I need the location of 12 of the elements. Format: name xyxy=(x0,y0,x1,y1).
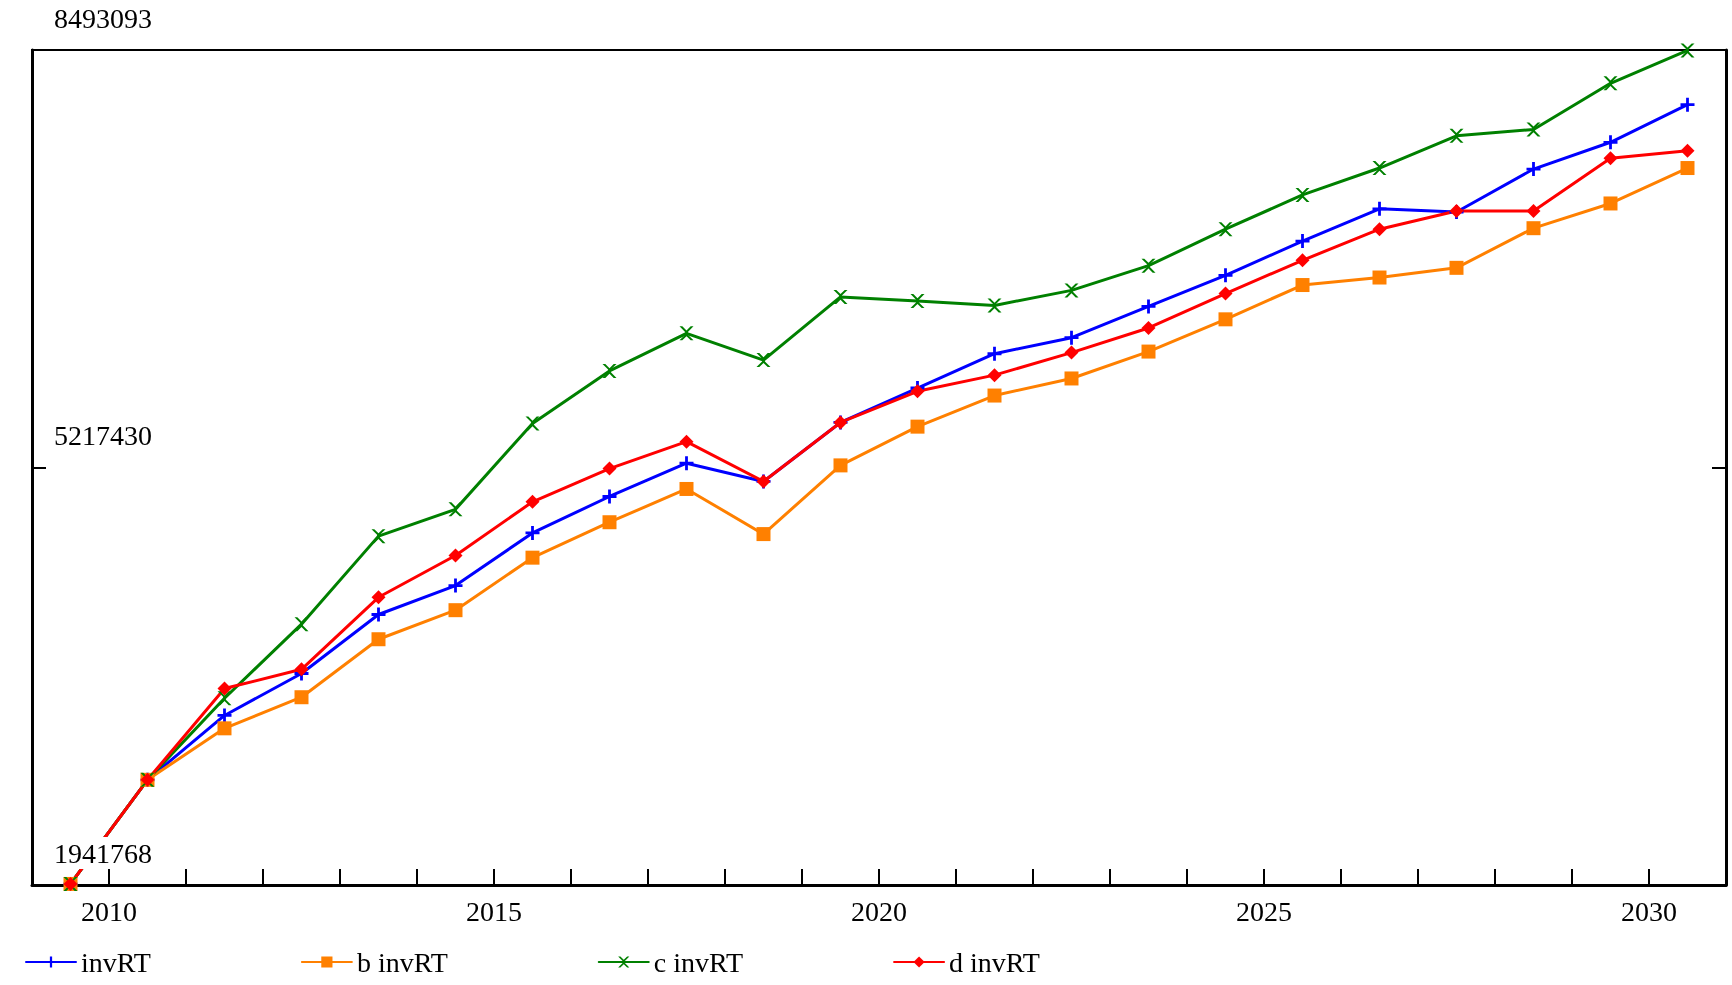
x-tick-label: 2030 xyxy=(1621,895,1677,927)
legend-label: invRT xyxy=(81,946,151,978)
x-tick-label: 2010 xyxy=(81,895,137,927)
legend-label: c invRT xyxy=(653,946,744,978)
x-tick-label: 2020 xyxy=(851,895,907,927)
y-tick-label: 8493093 xyxy=(54,2,152,34)
x-tick-label: 2025 xyxy=(1236,895,1292,927)
y-tick-label: 1941768 xyxy=(54,837,152,869)
legend-label: b invRT xyxy=(356,946,448,978)
legend-label: d invRT xyxy=(949,946,1040,978)
y-tick-label: 5217430 xyxy=(54,420,152,451)
x-tick-label: 2015 xyxy=(466,895,522,927)
